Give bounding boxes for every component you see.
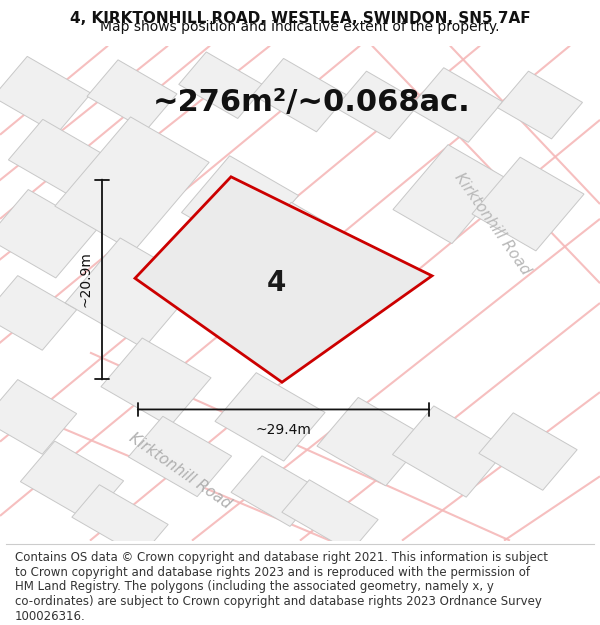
Polygon shape	[317, 398, 427, 486]
Polygon shape	[135, 177, 432, 382]
Text: 100026316.: 100026316.	[15, 610, 86, 622]
Polygon shape	[479, 412, 577, 490]
Polygon shape	[0, 189, 97, 278]
Text: ~276m²/~0.068ac.: ~276m²/~0.068ac.	[153, 88, 471, 117]
Polygon shape	[0, 276, 77, 350]
Polygon shape	[215, 372, 325, 461]
Polygon shape	[472, 157, 584, 251]
Polygon shape	[55, 117, 209, 251]
Polygon shape	[8, 119, 112, 199]
Polygon shape	[182, 156, 298, 252]
Text: ~20.9m: ~20.9m	[78, 252, 92, 308]
Text: 4: 4	[266, 269, 286, 298]
Polygon shape	[20, 441, 124, 521]
Polygon shape	[72, 485, 168, 557]
Text: Map shows position and indicative extent of the property.: Map shows position and indicative extent…	[100, 20, 500, 34]
Text: 4, KIRKTONHILL ROAD, WESTLEA, SWINDON, SN5 7AF: 4, KIRKTONHILL ROAD, WESTLEA, SWINDON, S…	[70, 11, 530, 26]
Text: Kirktonhill Road: Kirktonhill Road	[126, 431, 234, 512]
Polygon shape	[128, 416, 232, 497]
Polygon shape	[179, 52, 265, 119]
Polygon shape	[65, 238, 199, 348]
Polygon shape	[392, 406, 508, 497]
Polygon shape	[253, 58, 347, 132]
Text: Kirktonhill Road: Kirktonhill Road	[451, 170, 533, 278]
Polygon shape	[250, 202, 350, 285]
Polygon shape	[393, 144, 507, 244]
Polygon shape	[0, 56, 91, 134]
Polygon shape	[497, 71, 583, 139]
Text: HM Land Registry. The polygons (including the associated geometry, namely x, y: HM Land Registry. The polygons (includin…	[15, 580, 494, 593]
Polygon shape	[409, 68, 503, 142]
Text: co-ordinates) are subject to Crown copyright and database rights 2023 Ordnance S: co-ordinates) are subject to Crown copyr…	[15, 595, 542, 608]
Polygon shape	[0, 379, 77, 454]
Text: Contains OS data © Crown copyright and database right 2021. This information is : Contains OS data © Crown copyright and d…	[15, 551, 548, 564]
Polygon shape	[231, 456, 321, 526]
Polygon shape	[282, 480, 378, 552]
Polygon shape	[335, 71, 421, 139]
Polygon shape	[87, 60, 177, 131]
Polygon shape	[101, 338, 211, 426]
Text: ~29.4m: ~29.4m	[256, 423, 311, 438]
Text: to Crown copyright and database rights 2023 and is reproduced with the permissio: to Crown copyright and database rights 2…	[15, 566, 530, 579]
